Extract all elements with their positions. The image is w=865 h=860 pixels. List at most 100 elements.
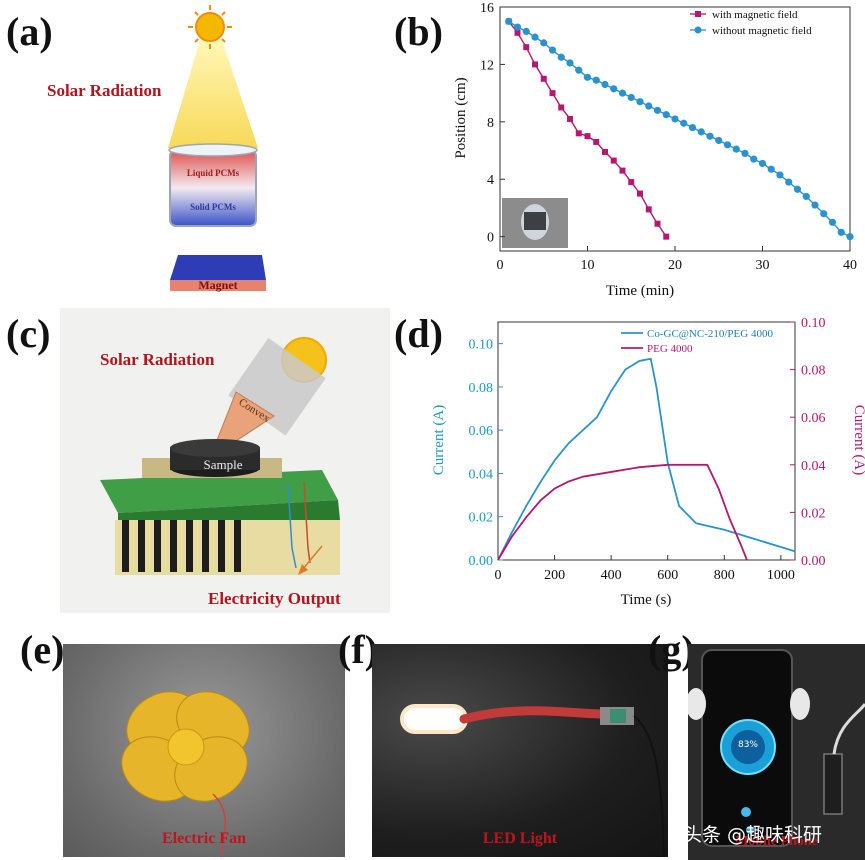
chart-d-ylabel-left: Current (A) [431, 405, 447, 475]
chart-d-series-line-0 [497, 357, 796, 561]
chart-b-point-without-field [557, 53, 565, 61]
chart-d: 0 200 400 600 800 1000 0.00 0.02 0.04 0.06 0.08 0.1… [431, 316, 865, 608]
photo-mobile-phone: 83% Mobile Phone [688, 644, 865, 860]
chart-b-point-without-field [828, 218, 837, 226]
legend-marker-without-field [694, 26, 702, 34]
chart-d-ylabel-right: Current (A) [851, 405, 865, 475]
chart-d-xtick-label: 400 [601, 568, 622, 583]
battery-percent: 83% [737, 740, 758, 750]
panel-c-illustration: Convex Solar Radiation Sample Electricit… [60, 308, 390, 613]
chart-b-point-with-field [593, 138, 600, 145]
caption-electric-fan: Electric Fan [162, 830, 246, 847]
chart-b-point-without-field [540, 39, 548, 47]
chart-b-point-without-field [723, 141, 732, 149]
chart-b-point-without-field [732, 145, 740, 153]
chart-d-xlabel: Time (s) [621, 592, 672, 608]
chart-b-point-without-field [750, 155, 758, 163]
chart-d-ytick-right-label: 0.08 [801, 364, 826, 379]
chart-b-point-with-field [523, 44, 530, 51]
output-arrow [298, 545, 323, 575]
chart-b-point-with-field [514, 29, 521, 36]
legend-label-with-field: with magnetic field [712, 9, 798, 21]
solar-radiation-label-c: Solar Radiation [100, 350, 215, 369]
chart-d-ytick-left-label: 0.08 [469, 381, 494, 396]
chart-d-xtick-label: 800 [714, 568, 735, 583]
chart-b-point-with-field [549, 90, 556, 97]
chart-b-point-with-field [645, 206, 652, 213]
chart-b-point-without-field [505, 17, 513, 25]
chart-b-point-without-field [697, 128, 705, 136]
chart-d-ytick-left-label: 0.02 [469, 511, 494, 526]
chart-b-point-with-field [575, 130, 582, 137]
chart-b-point-without-field [566, 59, 574, 67]
phone-illustration [688, 649, 865, 847]
chart-b-xtick-label: 0 [497, 258, 504, 273]
chart-b-point-with-field [540, 75, 547, 82]
chart-d-ytick-right-label: 0.04 [801, 459, 826, 474]
chart-d-xtick-label: 200 [544, 568, 565, 583]
chart-b-point-without-field [741, 149, 749, 157]
chart-d-plot-frame [497, 321, 796, 561]
chart-b-point-without-field [583, 73, 592, 81]
panel-f-letter: (f) [338, 627, 378, 672]
chart-b-point-without-field [758, 159, 767, 168]
chart-b-point-without-field [645, 102, 653, 110]
chart-b-point-with-field [663, 233, 670, 240]
chart-b-ytick-label: 0 [487, 231, 494, 246]
legend-marker-with-field [695, 11, 701, 17]
chart-b-ytick-label: 4 [487, 173, 494, 188]
liquid-pcm-label: Liquid PCMs [187, 168, 240, 178]
panel-a-letter: (a) [6, 9, 53, 54]
magnet-block [170, 255, 266, 291]
chart-b-point-with-field [602, 148, 608, 155]
chart-b: 0 10 20 30 40 0 4 8 12 16 Time (min) Position (cm… [453, 1, 857, 299]
solar-radiation-label-a: Solar Radiation [47, 81, 162, 100]
electricity-output-label: Electricity Output [208, 589, 341, 608]
chart-b-point-without-field [636, 98, 644, 106]
chart-b-point-without-field [846, 233, 854, 241]
chart-b-point-with-field [610, 157, 617, 164]
legend-label-co-gc: Co-GC@NC-210/PEG 4000 [647, 328, 773, 340]
chart-b-point-without-field [837, 228, 845, 236]
sample-disk [142, 439, 282, 478]
chart-d-ytick-right-label: 0.00 [801, 554, 826, 569]
chart-b-point-without-field [802, 192, 810, 201]
chart-b-point-without-field [575, 66, 583, 74]
fan-illustration [121, 691, 250, 857]
chart-b-point-without-field [671, 115, 679, 123]
chart-b-xtick-label: 40 [843, 258, 857, 273]
chart-d-xtick-label: 0 [495, 568, 502, 583]
legend-label-peg: PEG 4000 [647, 343, 693, 355]
solid-pcm-label: Solid PCMs [190, 202, 236, 212]
chart-b-point-with-field [558, 104, 565, 111]
chart-b-point-without-field [820, 210, 828, 218]
output-wires [287, 481, 311, 569]
chart-b-point-without-field [715, 136, 723, 145]
chart-b-point-without-field [776, 171, 784, 179]
chart-b-point-with-field [637, 190, 643, 197]
chart-b-point-without-field [680, 119, 688, 127]
beaker [168, 143, 258, 227]
chart-b-ytick-label: 12 [480, 58, 494, 73]
chart-b-point-without-field [592, 76, 600, 84]
sun-icon [188, 5, 232, 49]
chart-b-point-without-field [653, 106, 662, 114]
panel-a-illustration: Liquid PCMs Solid PCMs Magnet Solar Radi… [47, 5, 266, 292]
chart-d-ytick-right-label: 0.02 [801, 506, 826, 521]
chart-b-point-without-field [767, 165, 775, 173]
chart-b-point-with-field [532, 61, 538, 68]
chart-b-point-without-field [548, 46, 557, 54]
chart-b-xlabel: Time (min) [606, 283, 674, 299]
caption-led-light: LED Light [482, 830, 558, 847]
legend-label-without-field: without magnetic field [712, 25, 812, 37]
chart-b-point-without-field [531, 33, 539, 41]
chart-b-point-without-field [522, 27, 530, 35]
chart-b-point-without-field [601, 80, 609, 89]
chart-b-inset-photo [502, 198, 568, 248]
chart-b-legend: with magnetic field without magnetic fie… [690, 9, 812, 37]
chart-b-point-without-field [706, 132, 714, 140]
chart-b-point-with-field [628, 179, 635, 186]
photo-led-light: LED Light [372, 644, 668, 857]
chart-b-point-without-field [627, 93, 635, 102]
panel-g-letter: (g) [648, 627, 695, 672]
